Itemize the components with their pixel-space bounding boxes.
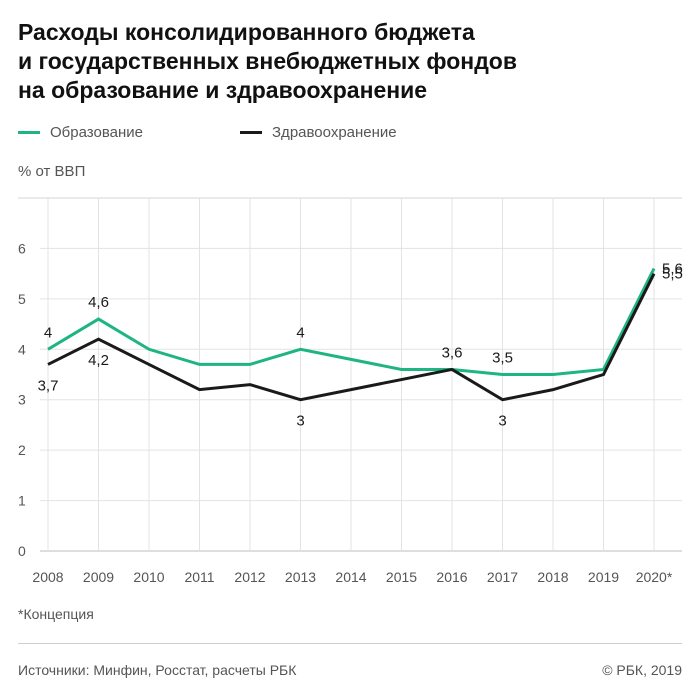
legend-item-healthcare: Здравоохранение xyxy=(240,124,397,141)
data-label: 4 xyxy=(44,324,52,341)
x-tick-label: 2013 xyxy=(285,569,316,585)
x-tick-label: 2012 xyxy=(234,569,265,585)
copyright-text: © РБК, 2019 xyxy=(602,662,682,678)
x-tick-label: 2020* xyxy=(636,569,673,585)
x-tick-label: 2014 xyxy=(335,569,366,585)
legend-item-education: Образование xyxy=(18,124,143,141)
data-label: 4,6 xyxy=(88,294,109,311)
data-label: 4 xyxy=(296,324,304,341)
data-label: 3,5 xyxy=(492,350,513,367)
chart-title-line-2: и государственных внебюджетных фондов xyxy=(18,48,517,74)
y-tick-label: 3 xyxy=(18,392,26,408)
data-label: 3 xyxy=(296,413,304,430)
y-tick-label: 0 xyxy=(18,543,26,559)
data-label: 5,6 xyxy=(662,261,683,278)
data-label: 3,6 xyxy=(442,344,463,361)
data-label: 3 xyxy=(498,413,506,430)
legend-swatch-healthcare xyxy=(240,131,262,134)
data-label: 3,7 xyxy=(38,377,59,394)
x-tick-label: 2009 xyxy=(83,569,114,585)
x-tick-label: 2010 xyxy=(133,569,164,585)
y-tick-label: 2 xyxy=(18,442,26,458)
y-tick-label: 1 xyxy=(18,493,26,509)
y-tick-label: 5 xyxy=(18,291,26,307)
legend-swatch-education xyxy=(18,131,40,134)
x-tick-label: 2016 xyxy=(436,569,467,585)
y-tick-label: 6 xyxy=(18,240,26,256)
line-chart: 0 1 2 3 4 5 6 2008 2009 2010 2011 2012 2013 2014 2015 2… xyxy=(18,197,683,585)
series-line-healthcare xyxy=(47,272,656,402)
x-tick-label: 2017 xyxy=(487,569,518,585)
footer-divider xyxy=(18,643,682,644)
x-tick-label: 2018 xyxy=(537,569,568,585)
legend-label-education: Образование xyxy=(50,124,143,141)
footnote: *Концепция xyxy=(18,606,94,622)
x-tick-label: 2008 xyxy=(32,569,63,585)
data-label: 5,5 xyxy=(662,266,683,283)
data-label: 4,2 xyxy=(88,352,109,369)
y-axis-label: % от ВВП xyxy=(18,163,86,180)
x-tick-label: 2011 xyxy=(184,569,214,585)
legend-label-healthcare: Здравоохранение xyxy=(272,124,397,141)
chart-title-line-3: на образование и здравоохранение xyxy=(18,77,428,103)
sources-text: Источники: Минфин, Росстат, расчеты РБК xyxy=(18,662,297,678)
chart-title: Расходы консолидированного бюджета и гос… xyxy=(18,18,678,105)
x-tick-label: 2015 xyxy=(386,569,417,585)
x-tick-label: 2019 xyxy=(588,569,619,585)
chart-title-line-1: Расходы консолидированного бюджета xyxy=(18,19,475,45)
series-line-education xyxy=(47,267,656,376)
y-tick-label: 4 xyxy=(18,341,26,357)
